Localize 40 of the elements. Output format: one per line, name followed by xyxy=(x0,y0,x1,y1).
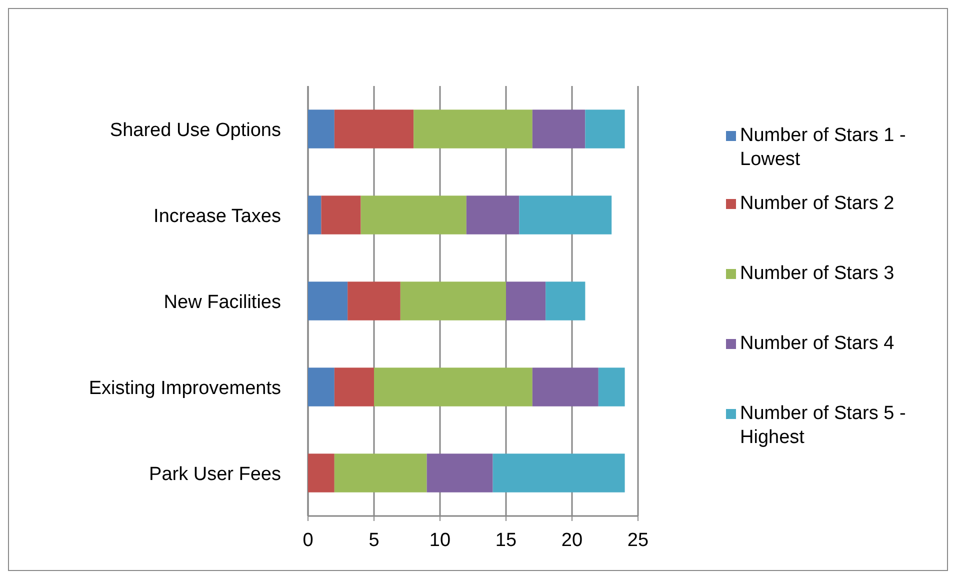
bar xyxy=(532,110,586,148)
bar xyxy=(400,282,506,320)
bar xyxy=(506,282,546,320)
y-tick-label: Shared Use Options xyxy=(110,120,281,141)
legend-label: Number of Stars 3 xyxy=(740,263,894,284)
bar xyxy=(308,196,322,234)
y-tick-label: Existing Improvements xyxy=(88,378,281,399)
bar xyxy=(334,454,427,492)
bar xyxy=(360,196,466,234)
x-tick-label: 25 xyxy=(627,530,649,551)
bar xyxy=(585,110,625,148)
bar xyxy=(308,454,334,492)
bar xyxy=(492,454,625,492)
x-tick-label: 15 xyxy=(495,530,517,551)
y-tick-label: Increase Taxes xyxy=(154,206,281,227)
x-tick-label: 0 xyxy=(302,530,314,551)
x-tick-label: 20 xyxy=(561,530,583,551)
legend-label: Number of Stars 4 xyxy=(740,333,895,354)
x-tick-label: 5 xyxy=(368,530,380,551)
bar xyxy=(334,368,374,406)
y-tick-label: New Facilities xyxy=(164,292,281,313)
bar xyxy=(348,282,400,320)
bar xyxy=(466,196,520,234)
y-tick-label: Park User Fees xyxy=(149,464,281,485)
bar xyxy=(334,110,414,148)
legend-label: Number of Stars 5 - Highest xyxy=(740,403,906,448)
bar xyxy=(321,196,361,234)
bar xyxy=(374,368,532,406)
bar xyxy=(598,368,625,406)
bar xyxy=(519,196,612,234)
bar xyxy=(546,282,586,320)
bar xyxy=(308,110,334,148)
bar xyxy=(532,368,598,406)
bar xyxy=(414,110,532,148)
x-tick-label: 10 xyxy=(429,530,451,551)
bar xyxy=(308,368,334,406)
bar xyxy=(308,282,348,320)
legend-label: Number of Stars 1 - Lowest xyxy=(740,125,906,170)
bar xyxy=(426,454,493,492)
legend-label: Number of Stars 2 xyxy=(740,193,894,214)
